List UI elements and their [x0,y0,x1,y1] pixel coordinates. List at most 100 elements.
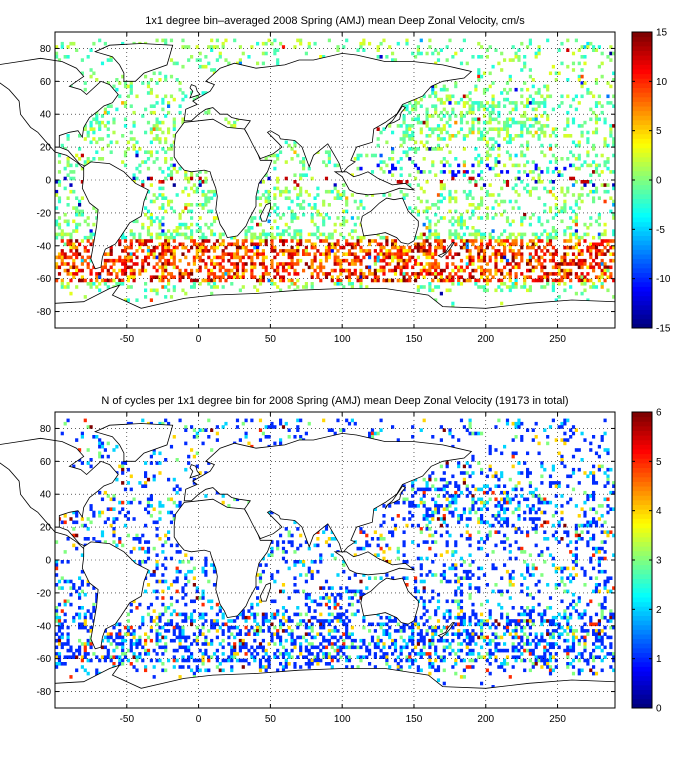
data-bin [362,41,366,46]
data-bin [181,586,185,590]
data-bin [508,74,512,79]
data-bin [210,262,214,266]
data-bin [350,602,354,607]
data-bin [190,569,194,574]
data-bin [436,262,441,266]
data-bin [86,249,90,253]
data-bin [247,229,251,233]
data-bin [523,576,527,580]
data-bin [471,258,475,263]
data-bin [80,268,84,273]
data-bin [451,196,455,200]
data-bin [425,252,429,256]
data-bin [566,186,570,191]
data-bin [594,219,599,224]
data-bin [330,553,334,557]
data-bin [396,278,400,283]
data-bin [164,268,168,273]
data-bin [411,137,415,141]
data-bin [244,252,248,256]
data-bin [201,245,205,250]
data-bin [345,268,349,273]
data-bin [342,428,346,432]
data-bin [548,474,553,479]
data-bin [370,278,375,283]
data-bin [161,504,165,508]
data-bin [121,500,125,505]
data-bin [92,232,96,237]
data-bin [491,229,495,233]
data-bin [316,602,320,607]
data-bin [609,124,613,128]
data-bin [494,272,498,276]
data-bin [546,114,550,118]
data-bin [480,245,484,250]
data-bin [448,170,452,174]
data-bin [169,206,174,210]
data-bin [508,78,512,82]
data-bin [144,206,148,210]
data-bin [534,527,538,531]
data-bin [563,245,567,250]
data-bin [138,602,142,607]
data-bin [526,592,530,597]
data-bin [78,458,82,462]
data-bin [488,71,492,76]
data-bin [414,101,418,105]
data-bin [356,546,360,551]
data-bin [528,68,532,72]
data-bin [304,579,308,584]
data-bin [480,431,484,436]
data-bin [261,239,265,243]
data-bin [526,275,530,279]
data-bin [569,150,573,154]
data-bin [304,282,308,286]
data-bin [106,517,110,521]
data-bin [569,258,573,263]
data-bin [526,183,530,187]
data-bin [330,245,334,250]
data-bin [181,272,185,276]
data-bin [462,222,466,227]
data-bin [511,117,515,122]
data-bin [505,589,510,594]
data-bin [362,206,366,210]
data-bin [261,193,265,197]
data-bin [250,418,254,423]
data-bin [566,576,570,580]
data-bin [580,134,584,138]
data-bin [281,232,286,237]
data-bin [169,543,174,548]
data-bin [399,166,403,171]
data-bin [167,235,171,240]
data-bin [152,507,156,511]
data-bin [190,203,194,207]
data-bin [600,569,604,574]
data-bin [569,474,573,479]
data-bin [600,464,604,469]
data-bin [60,249,64,253]
data-bin [215,431,219,436]
data-bin [434,285,438,289]
data-bin [554,438,558,442]
data-bin [537,500,541,505]
data-bin [471,242,475,247]
data-bin [405,249,409,253]
data-bin [574,180,578,184]
data-bin [560,537,564,541]
data-bin [296,527,300,531]
data-bin [419,38,423,43]
data-bin [477,285,481,289]
data-bin [161,285,165,289]
data-bin [411,117,415,122]
data-bin [112,530,116,534]
data-bin [523,61,527,66]
data-bin [511,137,515,141]
data-bin [471,573,475,577]
data-bin [594,120,599,125]
data-bin [505,180,510,184]
data-bin [462,163,466,168]
data-bin [534,117,538,122]
data-bin [359,527,363,531]
data-bin [526,533,530,538]
